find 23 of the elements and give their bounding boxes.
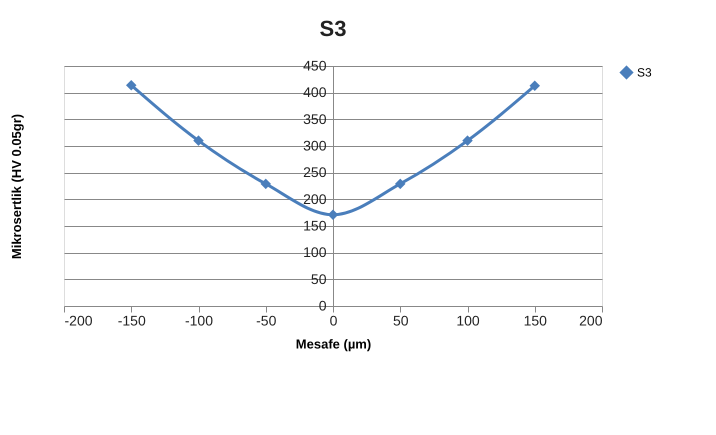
y-tick-label: 250 — [303, 164, 327, 180]
y-tick-label: 200 — [303, 190, 327, 207]
x-tick-label: 50 — [392, 312, 409, 328]
legend-label: S3 — [637, 66, 652, 80]
y-tick-label: 400 — [303, 84, 327, 100]
x-tick-label: -100 — [184, 312, 214, 328]
y-tick-label: 0 — [318, 298, 327, 314]
x-tick-label: -200 — [64, 312, 93, 328]
x-tick-label: 150 — [524, 312, 548, 328]
y-axis-title: Mikrosertlik (HV 0.05gr) — [9, 114, 24, 260]
y-tick-label: 150 — [303, 218, 327, 234]
chart-title: S3 — [320, 16, 346, 41]
x-tick-label: 100 — [456, 312, 480, 328]
y-tick-label: 100 — [303, 244, 327, 260]
y-tick-label: 50 — [310, 270, 327, 287]
x-tick-label: 0 — [330, 312, 338, 328]
x-axis-title: Mesafe (µm) — [296, 336, 372, 352]
y-tick-label: 450 — [303, 58, 327, 74]
x-tick-label: -50 — [256, 312, 277, 328]
y-tick-label: 300 — [303, 138, 327, 154]
x-tick-label: 200 — [579, 312, 603, 328]
y-tick-label: 350 — [303, 110, 327, 127]
x-tick-label: -150 — [118, 312, 146, 328]
